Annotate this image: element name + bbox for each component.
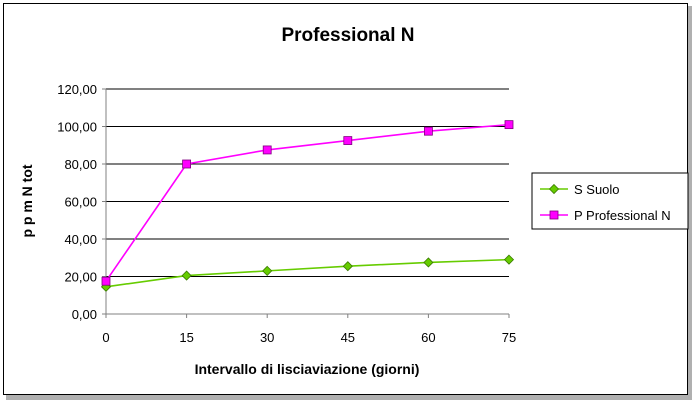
data-point	[182, 159, 192, 169]
legend-box	[531, 172, 689, 230]
series-line	[105, 258, 510, 288]
legend-label: S Suolo	[574, 182, 620, 197]
legend-marker	[548, 183, 560, 195]
gridlines	[106, 88, 509, 277]
x-axis-ticks: 0 15 30 45 60 75	[102, 314, 516, 345]
data-point	[423, 257, 434, 268]
legend: S Suolo P Professional N	[531, 172, 689, 230]
x-tick-label: 30	[260, 330, 274, 345]
x-tick-label: 75	[502, 330, 516, 345]
data-point	[262, 265, 273, 276]
data-point	[101, 276, 111, 286]
y-axis-title: p p m N tot	[19, 164, 35, 237]
y-tick-label: 120,00	[57, 82, 97, 97]
data-point	[181, 270, 192, 281]
data-point	[342, 261, 353, 272]
data-point	[423, 126, 433, 136]
y-axis-ticks: 0,00 20,00 40,00 60,00 80,00 100,00 120,00	[57, 82, 106, 322]
y-tick-label: 40,00	[64, 232, 97, 247]
series-line	[105, 123, 510, 282]
x-tick-label: 15	[179, 330, 193, 345]
data-point	[503, 254, 515, 265]
data-point	[343, 136, 353, 145]
x-tick-label: 60	[421, 330, 435, 345]
y-tick-label: 60,00	[64, 195, 97, 210]
legend-marker	[549, 210, 559, 220]
y-tick-label: 20,00	[64, 270, 97, 285]
data-point	[262, 145, 272, 155]
chart-title: Professional N	[281, 25, 414, 46]
legend-label: P Professional N	[574, 208, 671, 223]
y-tick-label: 80,00	[64, 157, 97, 172]
x-tick-label: 0	[102, 330, 109, 345]
y-tick-label: 0,00	[72, 307, 97, 322]
series-group	[100, 120, 515, 292]
y-tick-label: 100,00	[57, 120, 97, 135]
x-axis-title: Intervallo di lisciaviazione (giorni)	[195, 361, 420, 377]
x-tick-label: 45	[341, 330, 355, 345]
data-point	[504, 120, 514, 130]
